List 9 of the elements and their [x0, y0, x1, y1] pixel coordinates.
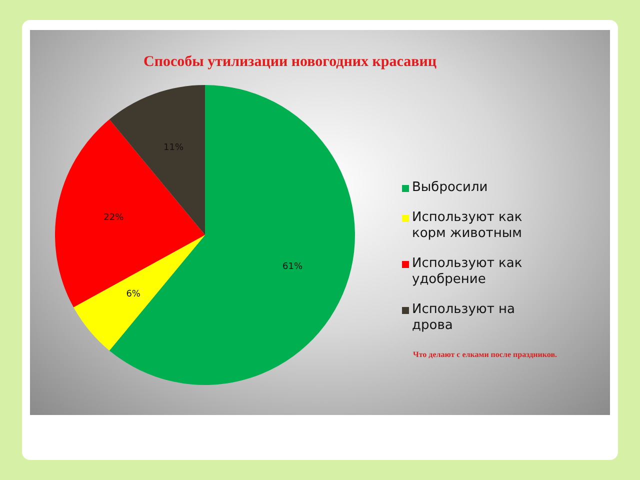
legend-label: Используют как удобрение [412, 256, 524, 288]
data-label: 61% [282, 262, 303, 272]
text: Что делают с елками после праздников. [412, 350, 558, 359]
data-label: 22% [104, 212, 124, 223]
legend-label: Используют на дрова [412, 302, 516, 334]
chart-title: Способы утилизации новогодних красавиц [142, 54, 438, 71]
legend-label: Выбросили [412, 180, 488, 196]
legend-label: Используют как корм животным [412, 210, 524, 242]
data-label: 6% [126, 290, 141, 300]
